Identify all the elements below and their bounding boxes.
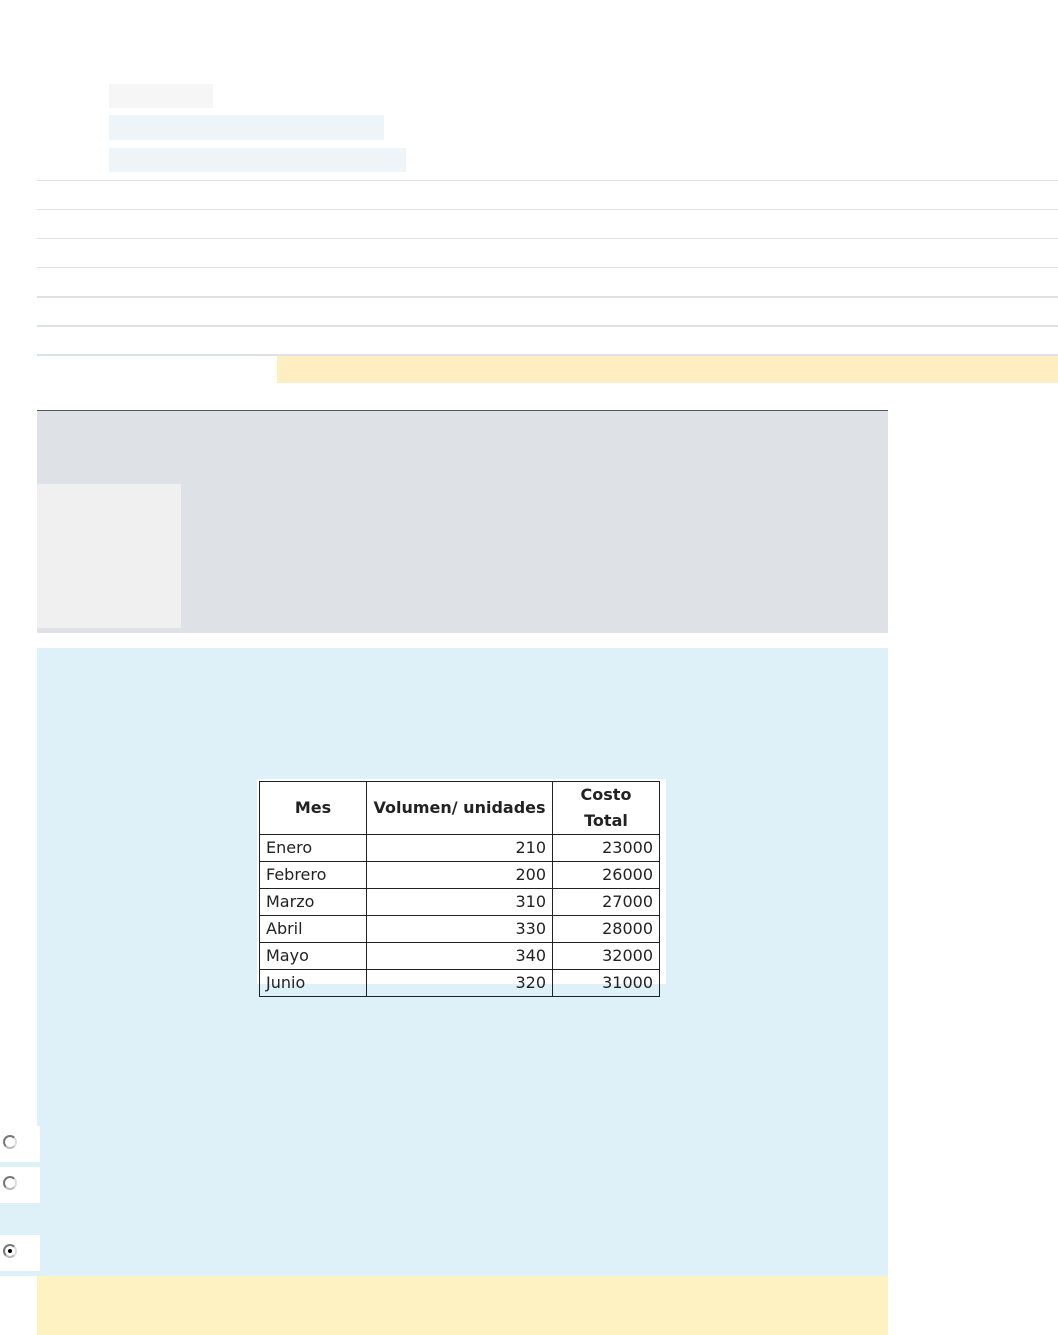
cell-mes: Febrero [259, 861, 367, 889]
feedback-panel [37, 1276, 888, 1335]
placeholder-block [109, 84, 213, 108]
cell-volumen: 330 [366, 915, 553, 943]
cell-volumen: 310 [366, 888, 553, 916]
cell-volumen: 200 [366, 861, 553, 889]
table-row: Mayo 340 32000 [259, 942, 660, 970]
summary-row-divider [37, 238, 1058, 239]
cell-costo: 31000 [552, 969, 660, 997]
radio-button[interactable] [3, 1244, 17, 1258]
placeholder-link[interactable] [109, 115, 384, 140]
cell-volumen: 320 [366, 969, 553, 997]
radio-button[interactable] [3, 1176, 17, 1190]
summary-row-divider [37, 325, 1058, 327]
cell-costo: 23000 [552, 834, 660, 862]
table-row: Abril 330 28000 [259, 915, 660, 943]
cell-costo: 27000 [552, 888, 660, 916]
table-row: Marzo 310 27000 [259, 888, 660, 916]
table-row: Enero 210 23000 [259, 834, 660, 862]
answer-option-2[interactable] [0, 1167, 40, 1203]
radio-button[interactable] [3, 1135, 17, 1149]
cell-costo: 28000 [552, 915, 660, 943]
cell-mes: Enero [259, 834, 367, 862]
cell-costo: 26000 [552, 861, 660, 889]
cell-volumen: 210 [366, 834, 553, 862]
cell-volumen: 340 [366, 942, 553, 970]
table-row: Febrero 200 26000 [259, 861, 660, 889]
header-costo: Costo Total [552, 781, 660, 835]
summary-highlight-cell [277, 356, 1058, 383]
table-header-row: Mes Volumen/ unidades Costo Total [259, 781, 660, 835]
cell-mes: Abril [259, 915, 367, 943]
cell-mes: Marzo [259, 888, 367, 916]
data-table: Mes Volumen/ unidades Costo Total Enero 2… [259, 781, 660, 997]
cell-mes: Junio [259, 969, 367, 997]
cell-mes: Mayo [259, 942, 367, 970]
summary-row-divider [37, 180, 1058, 181]
answer-option-3[interactable] [0, 1235, 40, 1271]
data-table-image: Mes Volumen/ unidades Costo Total Enero 2… [257, 779, 666, 997]
answer-option-1[interactable] [0, 1126, 40, 1162]
flag-question-box[interactable] [37, 484, 181, 628]
placeholder-link[interactable] [109, 148, 406, 172]
header-mes: Mes [259, 781, 367, 835]
cell-costo: 32000 [552, 942, 660, 970]
table-row: Junio 320 31000 [259, 969, 660, 997]
summary-row-divider [37, 209, 1058, 210]
summary-row-divider [37, 296, 1058, 298]
summary-row-divider [37, 267, 1058, 268]
summary-row-divider [37, 354, 1058, 356]
header-volumen: Volumen/ unidades [366, 781, 553, 835]
